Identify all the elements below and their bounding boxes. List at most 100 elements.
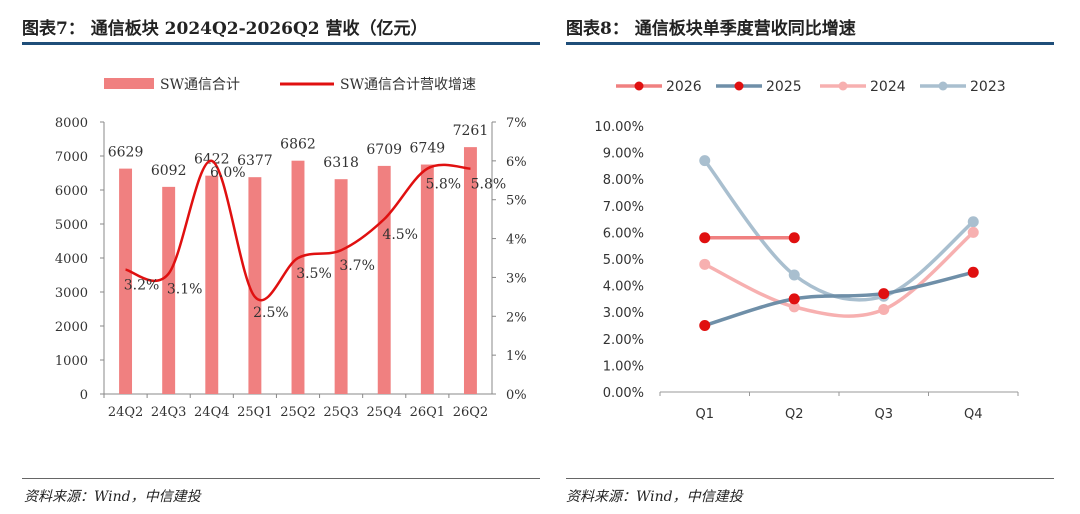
growth-value-label: 5.8% xyxy=(471,177,507,193)
y-tick-label: 1.00% xyxy=(603,359,644,374)
bar-value-label: 6749 xyxy=(410,141,446,157)
right-title-rule xyxy=(566,42,1054,45)
series-point-2026 xyxy=(699,232,711,244)
series-line-2025 xyxy=(704,270,974,328)
left-y-tick-label: 1000 xyxy=(55,354,88,369)
left-revenue-chart: SW通信合计 SW通信合计营收增速 0 1000 2000 3000 4000 5000 600… xyxy=(55,77,527,420)
bar xyxy=(119,168,133,394)
bar-value-label: 6318 xyxy=(323,155,359,171)
series-point-2026 xyxy=(788,232,800,244)
x-tick-label: Q2 xyxy=(785,407,804,422)
bar-value-label: 7261 xyxy=(453,123,489,139)
left-y-tick-label: 3000 xyxy=(55,286,88,301)
x-tick-label: 24Q4 xyxy=(194,405,229,420)
x-tick-label: 25Q1 xyxy=(237,405,272,420)
series-point-2023 xyxy=(699,155,711,167)
right-y-tick-label: 0% xyxy=(506,388,527,403)
left-y-tick-label: 8000 xyxy=(55,116,88,131)
growth-value-label: 3.5% xyxy=(296,266,332,282)
legend-marker-2023 xyxy=(938,81,948,91)
legend-label-line: SW通信合计营收增速 xyxy=(340,77,476,93)
right-y-tick-label: 7% xyxy=(506,116,527,131)
left-y-tick-label: 7000 xyxy=(55,150,88,165)
y-tick-label: 8.00% xyxy=(603,173,644,188)
x-tick-label: Q1 xyxy=(695,407,714,422)
right-y-tick-label: 2% xyxy=(506,310,527,325)
growth-value-label: 3.7% xyxy=(339,258,375,274)
x-tick-label: 25Q3 xyxy=(323,405,358,420)
x-tick-label: 26Q2 xyxy=(453,405,488,420)
x-tick-label: 25Q4 xyxy=(366,405,401,420)
left-title-rule xyxy=(22,42,540,45)
left-y-tick-label: 0 xyxy=(80,388,88,403)
legend-marker-2026 xyxy=(634,81,644,91)
right-source-rule xyxy=(566,478,1054,479)
series-point-2025 xyxy=(967,266,979,278)
bar xyxy=(162,186,176,394)
bar-value-label: 6629 xyxy=(108,145,144,161)
series-point-2024 xyxy=(878,304,890,316)
series-point-2025 xyxy=(878,288,890,300)
series-point-2025 xyxy=(788,293,800,305)
legend-label-2024: 2024 xyxy=(870,79,906,95)
growth-value-label: 3.1% xyxy=(167,282,203,298)
bar xyxy=(205,175,219,394)
y-tick-label: 7.00% xyxy=(603,200,644,215)
growth-value-label: 4.5% xyxy=(382,227,418,243)
left-source-rule xyxy=(22,478,540,479)
series-point-2024 xyxy=(699,258,711,270)
bar xyxy=(291,160,305,394)
legend-marker-2025 xyxy=(734,81,744,91)
series-point-2025 xyxy=(699,320,711,331)
growth-value-label: 6.0% xyxy=(210,165,246,181)
y-tick-label: 10.00% xyxy=(594,120,644,135)
legend-label-2026: 2026 xyxy=(666,79,702,95)
series-point-2023 xyxy=(788,269,800,281)
bar-value-label: 6709 xyxy=(366,142,402,158)
y-tick-label: 5.00% xyxy=(603,253,644,268)
y-tick-label: 0.00% xyxy=(603,386,644,401)
x-tick-label: Q4 xyxy=(964,407,983,422)
legend-swatch-bar xyxy=(104,78,154,89)
bar xyxy=(248,177,262,394)
growth-value-label: 3.2% xyxy=(124,278,160,294)
bar-value-label: 6862 xyxy=(280,137,316,153)
bar xyxy=(463,147,477,394)
left-y-tick-label: 5000 xyxy=(55,218,88,233)
bar-value-label: 6377 xyxy=(237,153,273,169)
right-y-tick-label: 4% xyxy=(506,233,527,248)
series-line-2023 xyxy=(703,159,975,302)
legend-marker-2024 xyxy=(838,81,848,91)
x-tick-label: 26Q1 xyxy=(410,405,445,420)
y-tick-label: 6.00% xyxy=(603,226,644,241)
bar-value-label: 6092 xyxy=(151,163,187,179)
y-tick-label: 4.00% xyxy=(603,280,644,295)
left-source: 资料来源：Wind，中信建投 xyxy=(24,489,201,505)
legend-label-2023: 2023 xyxy=(970,79,1006,95)
series-point-2024 xyxy=(967,226,979,238)
right-y-tick-label: 6% xyxy=(506,155,527,170)
bar xyxy=(377,165,391,394)
series-point-2023 xyxy=(967,216,979,228)
right-y-tick-label: 1% xyxy=(506,349,527,364)
series-point-2024 xyxy=(788,301,800,313)
x-tick-label: 25Q2 xyxy=(280,405,315,420)
bar xyxy=(420,164,434,394)
left-y-tick-label: 4000 xyxy=(55,252,88,267)
growth-value-label: 5.8% xyxy=(426,177,462,193)
right-y-tick-label: 5% xyxy=(506,194,527,209)
legend-label-bar: SW通信合计 xyxy=(160,77,240,93)
x-tick-label: Q3 xyxy=(874,407,893,422)
right-growth-chart: 2026 2025 2024 2023 0.00% 1.00% 2.00% 3.00% 4.00… xyxy=(594,79,1019,422)
right-source: 资料来源：Wind，中信建投 xyxy=(566,489,743,505)
x-tick-label: 24Q3 xyxy=(151,405,186,420)
y-tick-label: 9.00% xyxy=(603,147,644,162)
left-figure-title: 图表7： 通信板块 2024Q2-2026Q2 营收（亿元） xyxy=(22,19,428,39)
series-line-2024 xyxy=(703,231,975,318)
right-y-tick-label: 3% xyxy=(506,271,527,286)
legend-label-2025: 2025 xyxy=(766,79,802,95)
y-tick-label: 3.00% xyxy=(603,306,644,321)
left-y-tick-label: 2000 xyxy=(55,320,88,335)
x-tick-label: 24Q2 xyxy=(108,405,143,420)
growth-line xyxy=(125,159,471,302)
